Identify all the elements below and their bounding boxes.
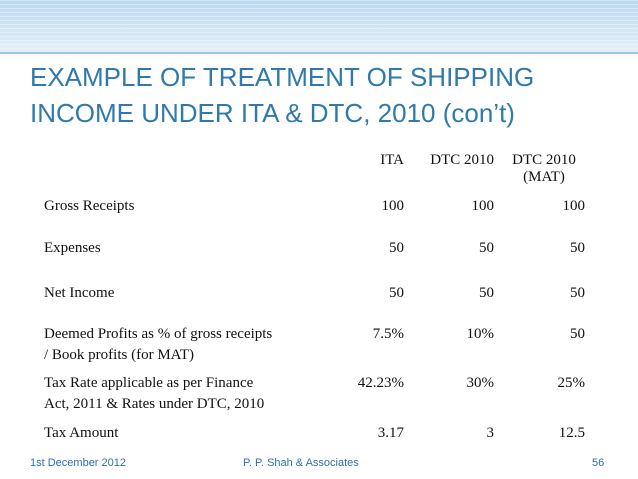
footer-author: P. P. Shah & Associates: [243, 457, 359, 469]
cell-value: 50: [389, 240, 404, 256]
row-label: Net Income: [44, 285, 115, 301]
cell-value: 3.17: [377, 425, 404, 441]
cell-value: 10%: [466, 326, 495, 342]
title-line: EXAMPLE OF TREATMENT OF SHIPPING: [30, 62, 535, 92]
cell-value: 30%: [466, 375, 495, 391]
column-header: ITA: [380, 152, 404, 168]
column-header: DTC 2010: [430, 152, 494, 168]
header-rule: [0, 52, 638, 54]
row-label: Expenses: [44, 240, 101, 256]
row-label: Tax Amount: [44, 425, 119, 441]
cell-value: 42.23%: [357, 375, 404, 391]
cell-value: 3: [486, 425, 495, 441]
column-header: DTC 2010: [512, 152, 576, 168]
page-number: 56: [592, 457, 605, 469]
footer-date: 1st December 2012: [30, 457, 126, 469]
cell-value: 100: [471, 198, 495, 214]
row-label: Tax Rate applicable as per Finance: [44, 375, 254, 391]
row-label: Deemed Profits as % of gross receipts: [44, 326, 273, 342]
row-label: / Book profits (for MAT): [44, 347, 194, 363]
title-line: INCOME UNDER ITA & DTC, 2010 (con’t): [30, 98, 515, 128]
cell-value: 7.5%: [372, 326, 404, 342]
row-label: Act, 2011 & Rates under DTC, 2010: [44, 396, 265, 412]
cell-value: 50: [479, 240, 494, 256]
cell-value: 50: [570, 240, 585, 256]
cell-value: 50: [479, 285, 494, 301]
cell-value: 50: [389, 285, 404, 301]
header-band: [0, 0, 638, 52]
cell-value: 100: [562, 198, 586, 214]
cell-value: 50: [570, 326, 585, 342]
cell-value: 12.5: [558, 425, 585, 441]
cell-value: 50: [570, 285, 585, 301]
column-header: (MAT): [523, 169, 565, 185]
cell-value: 100: [381, 198, 405, 214]
cell-value: 25%: [557, 375, 586, 391]
row-label: Gross Receipts: [44, 198, 135, 214]
